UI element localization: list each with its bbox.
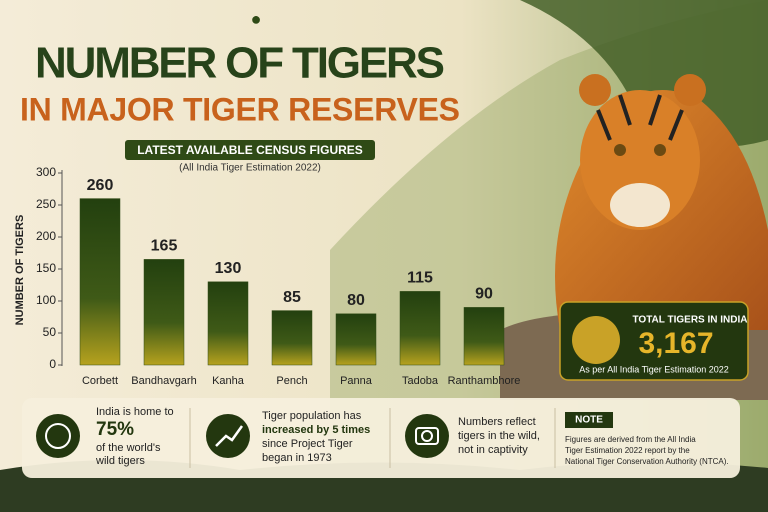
x-tick-label: Panna (340, 375, 373, 387)
x-tick-label: Pench (276, 375, 307, 387)
value-label: 115 (407, 270, 433, 287)
fact-text: since Project Tiger (262, 438, 353, 450)
value-label: 90 (475, 286, 493, 303)
note-text: Figures are derived from the All India (565, 435, 696, 444)
banner: LATEST AVAILABLE CENSUS FIGURES (137, 143, 363, 157)
bar (271, 310, 313, 366)
y-tick-label: 0 (49, 357, 56, 371)
bar (335, 313, 377, 366)
x-tick-label: Tadoba (402, 375, 439, 387)
fact-highlight: increased by 5 times (262, 424, 370, 436)
bar (207, 281, 249, 366)
paw-icon: ● (251, 9, 262, 29)
fact-text: began in 1973 (262, 452, 332, 464)
value-label: 80 (347, 292, 365, 309)
fact-highlight: 75% (96, 419, 134, 440)
value-label: 260 (87, 177, 114, 194)
total-caption: As per All India Tiger Estimation 2022 (579, 364, 729, 374)
x-tick-label: Bandhavgarh (131, 375, 196, 387)
note-text: Tiger Estimation 2022 report by the (565, 446, 690, 455)
x-tick-label: Ranthambhore (448, 375, 521, 387)
tiger (555, 74, 768, 330)
note-text: National Tiger Conservation Authority (N… (565, 457, 729, 466)
value-label: 165 (151, 238, 178, 255)
fact-text: not in captivity (458, 444, 528, 456)
fact-text: of the world's (96, 442, 161, 454)
fact-text: wild tigers (95, 455, 145, 467)
subtitle: (All India Tiger Estimation 2022) (179, 163, 321, 174)
fact-text: Tiger population has (262, 410, 362, 422)
facts-panel: India is home to 75% of the world's wild… (22, 398, 740, 478)
x-tick-label: Corbett (82, 375, 118, 387)
y-tick-label: 200 (36, 229, 56, 243)
total-heading: TOTAL TIGERS IN INDIA (632, 315, 747, 326)
value-label: 130 (215, 260, 242, 277)
y-tick-label: 300 (36, 165, 56, 179)
value-label: 85 (283, 289, 301, 306)
note-heading: NOTE (575, 415, 603, 426)
title: NUMBER OF TIGERS (35, 39, 445, 88)
x-tick-label: Kanha (212, 375, 245, 387)
y-tick-label: 50 (43, 325, 57, 339)
y-tick-label: 100 (36, 293, 56, 307)
bar (399, 291, 441, 366)
fact-text: tigers in the wild, (458, 430, 540, 442)
banner-bg (125, 140, 375, 160)
y-tick-label: 250 (36, 197, 56, 211)
total-box: TOTAL TIGERS IN INDIA 3,167 As per All I… (559, 301, 749, 381)
bar (463, 307, 505, 366)
fact-text: Numbers reflect (458, 416, 536, 428)
total-value: 3,167 (638, 327, 713, 360)
y-axis-label: NUMBER OF TIGERS (14, 215, 26, 326)
title-line2: IN MAJOR TIGER RESERVES (20, 91, 460, 127)
bar (79, 198, 121, 366)
fact-text: India is home to (96, 406, 174, 418)
bar (143, 259, 185, 366)
y-tick-label: 150 (36, 261, 56, 275)
